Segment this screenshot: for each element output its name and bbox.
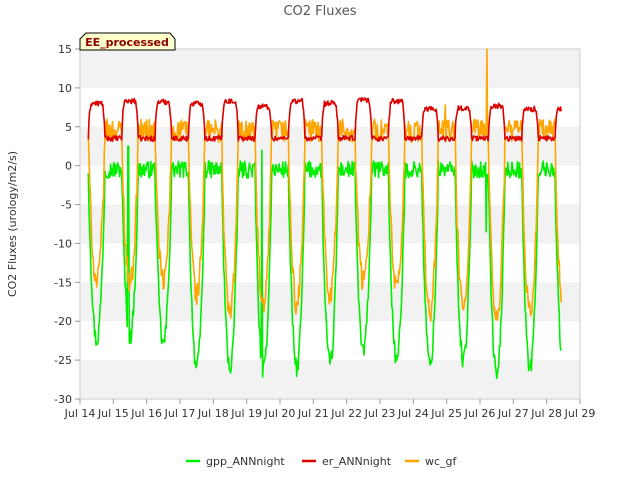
x-tick-label: Jul 18 <box>197 407 229 420</box>
y-tick-label: 5 <box>65 121 72 134</box>
x-tick-label: Jul 15 <box>97 407 129 420</box>
grid-band <box>80 126 580 166</box>
x-tick-label: Jul 14 <box>64 407 96 420</box>
badge-box <box>79 32 176 51</box>
y-axis-label: CO2 Fluxes (urology/m2/s) <box>6 151 19 297</box>
x-tick-label: Jul 21 <box>297 407 329 420</box>
x-tick-label: Jul 17 <box>164 407 196 420</box>
ee-processed-badge: EE_processed <box>79 32 176 51</box>
y-tick-label: -10 <box>54 237 72 250</box>
x-tick-label: Jul 27 <box>497 407 529 420</box>
y-tick-label: -20 <box>54 315 72 328</box>
legend-label: wc_gf <box>425 455 458 468</box>
series-layer <box>87 48 562 380</box>
x-tick-label: Jul 16 <box>130 407 162 420</box>
x-tick-label: Jul 25 <box>430 407 462 420</box>
series-line-wc-gf <box>87 48 562 323</box>
grid-bands <box>80 49 580 399</box>
y-tick-label: 10 <box>58 82 72 95</box>
grid-band <box>80 360 580 399</box>
series-line-er-annnight <box>87 96 562 142</box>
legend: gpp_ANNnight er_ANNnight wc_gf <box>186 455 458 468</box>
x-tick-label: Jul 23 <box>364 407 396 420</box>
x-tick-label: Jul 22 <box>330 407 362 420</box>
x-tick-label: Jul 19 <box>230 407 262 420</box>
plot-area-frame <box>79 48 581 400</box>
y-tick-label: -30 <box>54 393 72 406</box>
grid-band <box>80 49 580 88</box>
legend-label: gpp_ANNnight <box>206 455 285 468</box>
x-tick-label: Jul 24 <box>397 407 429 420</box>
badge-text: EE_processed <box>85 36 169 49</box>
x-tick-label: Jul 28 <box>530 407 562 420</box>
legend-item-wc-gf: wc_gf <box>405 455 458 468</box>
series-line-gpp-annnight <box>87 145 562 380</box>
y-tick-label: 15 <box>58 43 72 56</box>
x-axis: Jul 14 Jul 15 Jul 16 Jul 17 Jul 18 Jul 19 Jul … <box>64 399 596 420</box>
y-axis: -30 -25 -20 -15 -10 -5 0 5 10 15 <box>54 43 80 406</box>
grid-band <box>80 204 580 244</box>
y-tick-label: -5 <box>61 199 72 212</box>
legend-label: er_ANNnight <box>322 455 392 468</box>
x-tick-label: Jul 26 <box>464 407 496 420</box>
x-tick-label: Jul 29 <box>564 407 596 420</box>
y-tick-label: -15 <box>54 276 72 289</box>
legend-item-gpp-annnight: gpp_ANNnight <box>186 455 285 468</box>
legend-item-er-annnight: er_ANNnight <box>302 455 392 468</box>
chart-title: CO2 Fluxes <box>283 4 356 19</box>
x-tick-label: Jul 20 <box>264 407 296 420</box>
y-tick-label: 0 <box>65 160 72 173</box>
y-tick-label: -25 <box>54 354 72 367</box>
